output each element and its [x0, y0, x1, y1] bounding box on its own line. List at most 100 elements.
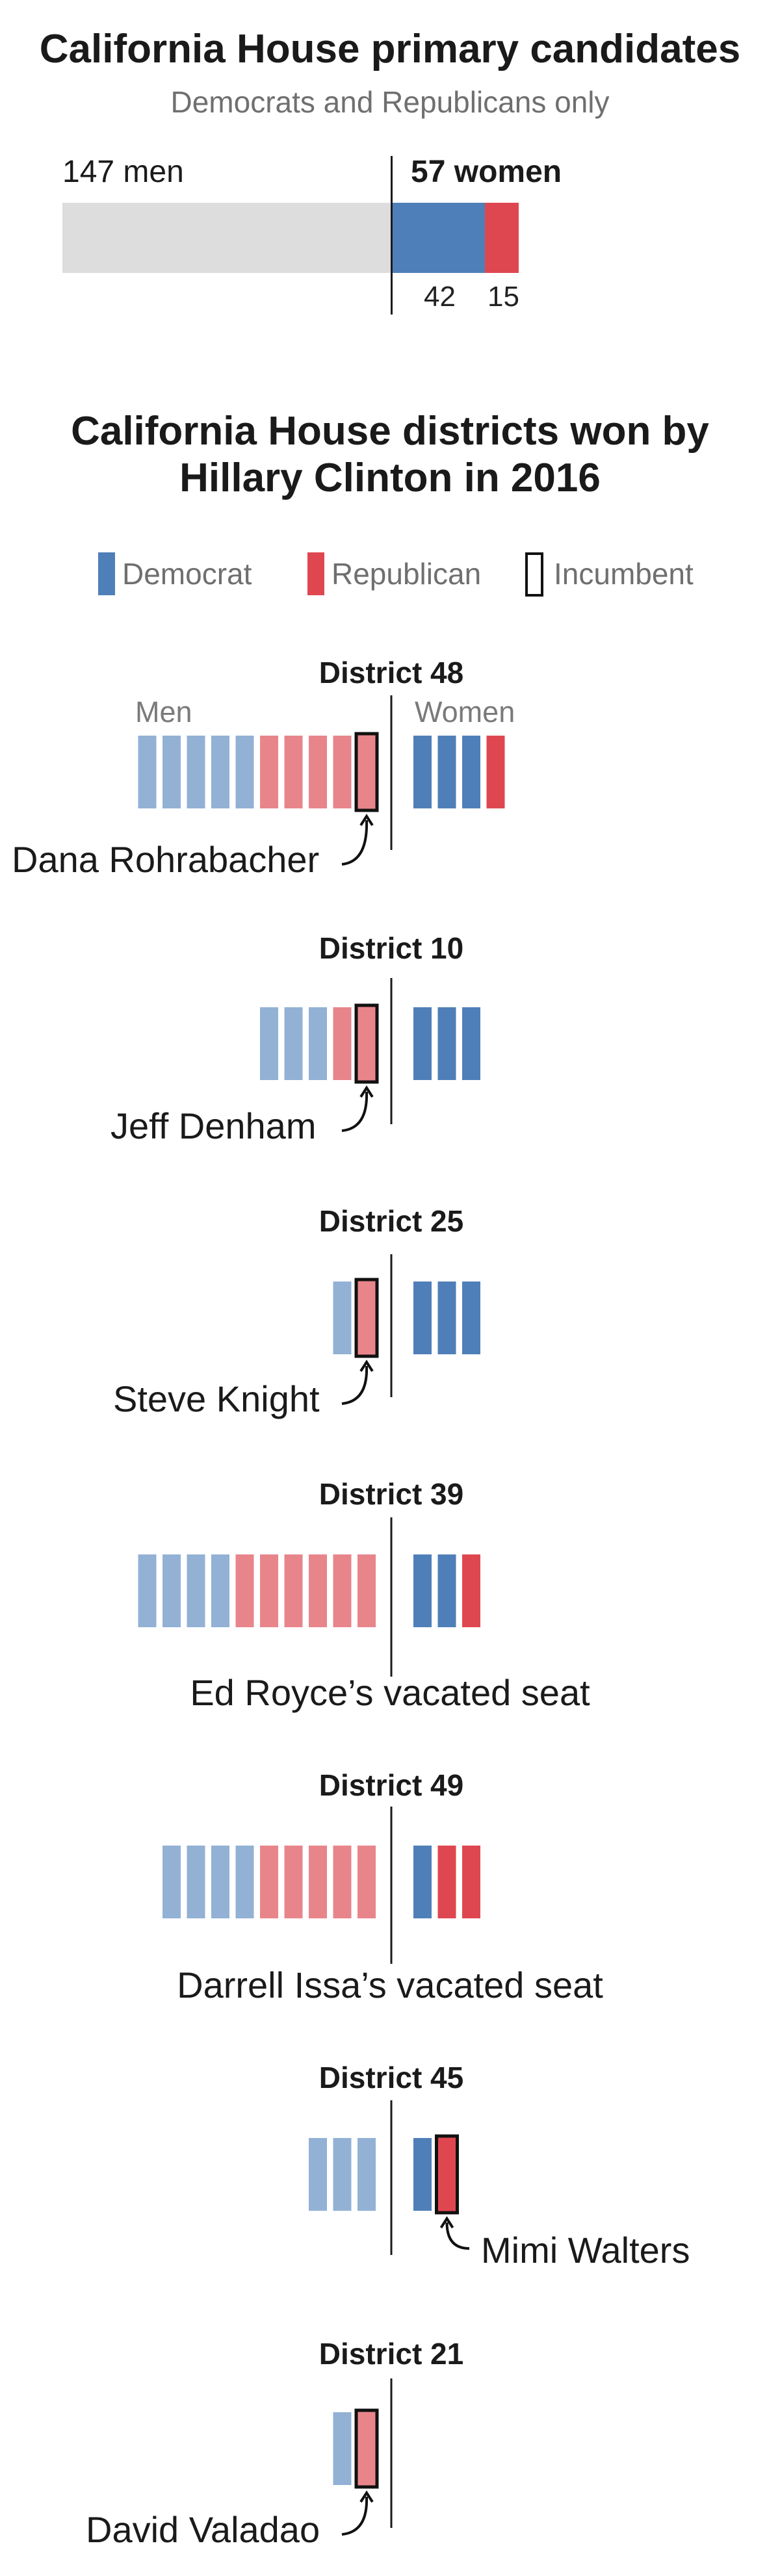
man-candidate-bar — [333, 2138, 352, 2211]
man-candidate-bar — [235, 1846, 254, 1918]
man-candidate-bar — [260, 1007, 278, 1080]
woman-candidate-bar — [462, 1846, 480, 1918]
man-candidate-bar-incumbent — [354, 1003, 379, 1084]
man-candidate-bar — [309, 1846, 327, 1918]
woman-candidate-bar — [462, 736, 480, 808]
arrowhead — [359, 1085, 374, 1098]
women-side-label: Women — [415, 695, 515, 728]
arrowhead — [359, 1359, 374, 1372]
annotation-arrow — [445, 2222, 470, 2250]
man-candidate-bar — [260, 1554, 278, 1627]
man-candidate-bar — [358, 2138, 376, 2211]
woman-candidate-bar — [413, 2138, 432, 2211]
man-candidate-bar-incumbent — [354, 732, 379, 812]
men-count-label: 147 men — [62, 155, 184, 189]
democrat-legend-label: Democrat — [122, 557, 252, 591]
district-annotation: Ed Royce’s vacated seat — [190, 1672, 590, 1713]
arrowhead — [359, 2490, 374, 2503]
man-candidate-bar — [358, 1554, 376, 1627]
man-candidate-bar — [162, 1846, 181, 1918]
district-title: District 39 — [318, 1477, 464, 1511]
republican-women-value: 15 — [488, 281, 519, 313]
district-annotation: David Valadao — [86, 2509, 320, 2550]
man-candidate-bar — [284, 736, 303, 808]
man-candidate-bar — [138, 736, 157, 808]
man-candidate-bar-incumbent — [354, 1278, 379, 1358]
man-candidate-bar — [162, 1554, 181, 1627]
democrat-women-value: 42 — [424, 281, 456, 313]
man-candidate-bar — [333, 1554, 352, 1627]
man-candidate-bar — [284, 1846, 303, 1918]
woman-candidate-bar — [437, 1007, 456, 1080]
woman-candidate-bar — [413, 1554, 432, 1627]
democrat-legend-swatch — [98, 552, 115, 595]
woman-candidate-bar — [462, 1007, 480, 1080]
man-candidate-bar — [211, 1554, 229, 1627]
man-candidate-bar — [187, 1846, 205, 1918]
democrat-women-summary-bar — [391, 203, 485, 273]
man-candidate-bar — [333, 1846, 352, 1918]
man-candidate-bar — [358, 1846, 376, 1918]
district-annotation: Steve Knight — [113, 1378, 320, 1419]
man-candidate-bar — [333, 1007, 352, 1080]
women-count-label: 57 women — [411, 155, 562, 189]
man-candidate-bar — [187, 736, 205, 808]
district-title: District 48 — [318, 656, 464, 689]
woman-candidate-bar — [437, 1282, 456, 1354]
woman-candidate-bar — [413, 1846, 432, 1918]
woman-candidate-bar — [462, 1282, 480, 1354]
incumbent-legend-swatch — [525, 552, 543, 597]
man-candidate-bar — [138, 1554, 157, 1627]
incumbent-legend-label: Incumbent — [554, 557, 694, 591]
man-candidate-bar — [211, 736, 229, 808]
woman-candidate-bar — [462, 1554, 480, 1627]
men-side-label: Men — [135, 695, 192, 728]
man-candidate-bar — [260, 736, 278, 808]
republican-legend-swatch — [307, 552, 324, 595]
man-candidate-bar — [260, 1846, 278, 1918]
man-candidate-bar — [309, 736, 327, 808]
district-annotation: Jeff Denham — [110, 1105, 317, 1146]
republican-women-summary-bar — [485, 203, 519, 273]
woman-candidate-bar — [413, 1282, 432, 1354]
section-title-line1: California House districts won by — [71, 409, 709, 454]
annotation-arrow — [341, 2496, 369, 2536]
republican-legend-label: Republican — [332, 557, 482, 591]
district-annotation: Dana Rohrabacher — [12, 839, 320, 880]
woman-candidate-bar — [437, 736, 456, 808]
district-title: District 10 — [318, 931, 464, 965]
man-candidate-bar — [333, 2412, 352, 2485]
woman-candidate-bar — [413, 736, 432, 808]
annotation-arrow — [341, 1365, 369, 1405]
woman-candidate-bar — [437, 1846, 456, 1918]
district-annotation: Darrell Issa’s vacated seat — [177, 1964, 603, 2005]
man-candidate-bar — [235, 736, 254, 808]
district-title: District 49 — [318, 1768, 464, 1802]
woman-candidate-bar-incumbent — [435, 2134, 459, 2215]
man-candidate-bar — [309, 1554, 327, 1627]
chart-title: California House primary candidates — [39, 27, 741, 71]
annotation-arrow — [341, 1091, 369, 1132]
district-title: District 25 — [318, 1204, 464, 1238]
man-candidate-bar — [284, 1554, 303, 1627]
woman-candidate-bar — [413, 1007, 432, 1080]
man-candidate-bar — [333, 1282, 352, 1354]
man-candidate-bar — [309, 1007, 327, 1080]
district-annotation: Mimi Walters — [481, 2230, 690, 2271]
man-candidate-bar — [333, 736, 352, 808]
district-title: District 21 — [318, 2337, 464, 2371]
woman-candidate-bar — [437, 1554, 456, 1627]
summary-divider — [391, 156, 393, 315]
man-candidate-bar — [284, 1007, 303, 1080]
woman-candidate-bar — [486, 736, 505, 808]
chart-subtitle: Democrats and Republicans only — [170, 85, 610, 119]
annotation-arrow — [341, 819, 369, 866]
arrowhead — [359, 814, 374, 827]
district-title: District 45 — [318, 2061, 464, 2094]
man-candidate-bar — [211, 1846, 229, 1918]
man-candidate-bar — [235, 1554, 254, 1627]
section-title-line2: Hillary Clinton in 2016 — [179, 456, 601, 500]
man-candidate-bar — [187, 1554, 205, 1627]
man-candidate-bar — [162, 736, 181, 808]
